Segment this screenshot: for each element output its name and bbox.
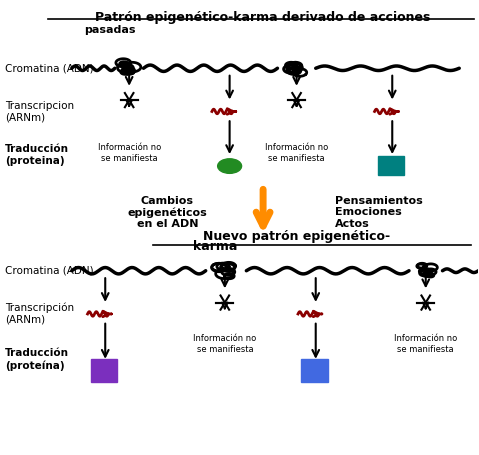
Text: Información no
se manifiesta: Información no se manifiesta [394,334,457,354]
Text: Nuevo patrón epigenético-: Nuevo patrón epigenético- [203,230,390,243]
Text: Cromatina (ADN): Cromatina (ADN) [5,63,93,73]
Text: Traducción
(proteina): Traducción (proteina) [5,144,69,166]
Text: karma: karma [193,239,238,253]
FancyBboxPatch shape [301,359,328,382]
Text: Información no
se manifiesta: Información no se manifiesta [193,334,256,354]
Text: Traducción
(proteína): Traducción (proteína) [5,349,69,370]
Ellipse shape [217,159,241,173]
Text: Transcripción
(ARNm): Transcripción (ARNm) [5,303,74,325]
FancyBboxPatch shape [91,359,117,382]
Text: Cromatina (ADN): Cromatina (ADN) [5,266,93,276]
Text: Transcripcion
(ARNm): Transcripcion (ARNm) [5,101,74,122]
Text: Pensamientos
Emociones
Actos: Pensamientos Emociones Actos [335,196,422,229]
Text: Información no
se manifiesta: Información no se manifiesta [98,143,161,163]
Text: Cambios
epigenéticos
en el ADN: Cambios epigenéticos en el ADN [127,196,207,229]
Text: Información no
se manifiesta: Información no se manifiesta [265,143,328,163]
Text: Patrón epigenético-karma derivado de acciones: Patrón epigenético-karma derivado de acc… [95,11,431,25]
Text: pasadas: pasadas [84,25,136,35]
FancyBboxPatch shape [378,156,404,175]
